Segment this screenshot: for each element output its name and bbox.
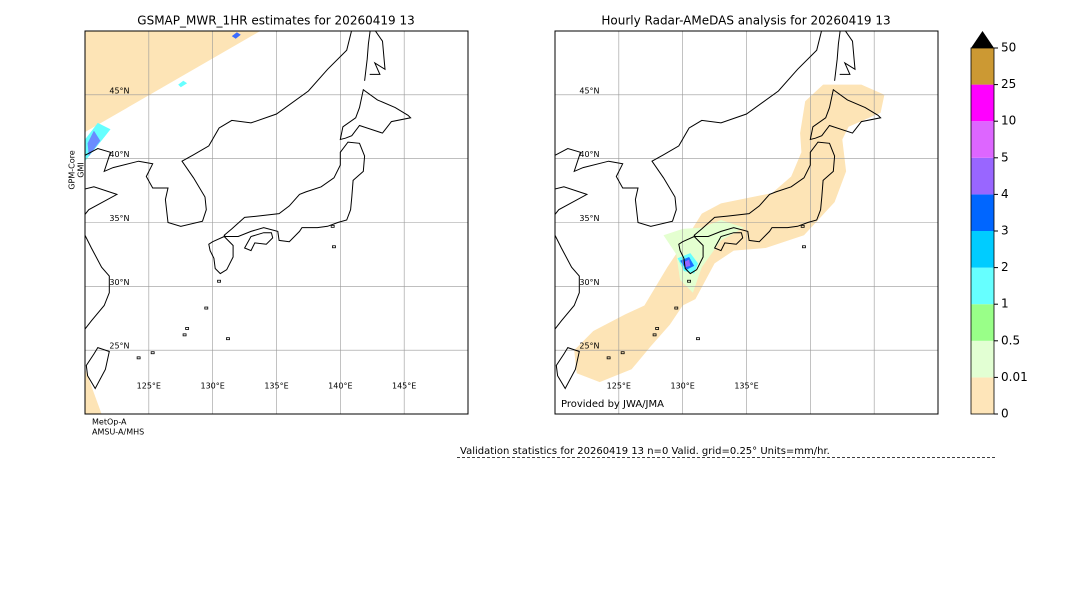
precip-area [85,368,102,414]
island [204,306,209,310]
lat-label: 40°N [109,150,129,159]
footer-label: AMSU-A/MHS [92,428,144,437]
side-label: GPM-Core [68,150,77,189]
right-frame [554,30,939,415]
precip-area [85,31,261,133]
colorbar-label: 0 [1001,407,1009,421]
precip-area [87,130,101,157]
side-label: GMI [77,162,86,177]
credit: Provided by JWA/JMA [561,399,664,410]
island [185,327,190,330]
island [136,356,141,360]
lon-label: 135°E [734,382,758,391]
island [652,333,657,337]
coastline [208,235,234,275]
lat-label: 45°N [579,86,599,95]
colorbar-label: 0.01 [1001,370,1028,384]
precip-area [683,259,691,268]
precip-area [663,220,744,293]
coastline [693,141,836,243]
coastline [809,88,882,141]
lon-label: 135°E [264,382,288,391]
left-frame [84,30,469,415]
colorbar-segment [971,194,994,231]
footer-label: MetOp-A [92,418,127,427]
left-map [85,31,468,414]
colorbar-segment [971,377,994,414]
lat-label: 25°N [579,342,599,351]
colorbar-segment [971,121,994,158]
island [696,337,700,341]
island [226,337,230,341]
colorbar-label: 1 [1001,297,1009,311]
colorbar-label: 50 [1001,41,1016,55]
lon-label: 145°E [392,382,416,391]
right-map [555,31,938,414]
island [687,279,691,283]
coastline [555,346,580,390]
colorbar-extend [971,31,994,48]
lat-label: 35°N [579,214,599,223]
precip-area [231,32,241,39]
island [217,279,221,283]
colorbar-segment [971,84,994,122]
coastline [834,31,856,81]
lat-label: 30°N [109,278,129,287]
colorbar-label: 25 [1001,77,1016,91]
colorbar-segment [971,340,994,378]
right-title: Hourly Radar-AMeDAS analysis for 2026041… [601,14,890,28]
colorbar-segment [971,267,994,305]
lat-label: 35°N [109,214,129,223]
lat-label: 45°N [109,86,129,95]
colorbar-label: 2 [1001,260,1009,274]
island [332,245,336,249]
island [182,333,187,337]
lon-label: 140°E [328,382,352,391]
colorbar-segment [971,157,994,195]
left-title: GSMAP_MWR_1HR estimates for 20260419 13 [137,14,414,28]
colorbar-label: 5 [1001,150,1009,164]
coastline [364,31,386,81]
coastline [85,346,110,390]
validation-text: Validation statistics for 20260419 13 n=… [460,446,830,457]
lon-label: 130°E [671,382,695,391]
colorbar-label: 0.5 [1001,333,1020,347]
coastline [243,232,274,252]
island [674,306,679,310]
coastline [555,186,589,330]
colorbar-segment [971,48,994,85]
coastline [678,235,704,275]
coastline [223,141,366,243]
precip-area [178,80,188,88]
colorbar-label: 4 [1001,187,1009,201]
island [800,224,805,228]
lon-label: 125°E [607,382,631,391]
lat-label: 30°N [579,278,599,287]
island [802,245,806,249]
island [606,356,611,360]
lat-label: 25°N [109,342,129,351]
island [655,327,660,330]
colorbar: 0 0.01 0.5 1 2 3 4 5 10 25 50 [970,31,1028,421]
island [330,224,335,228]
colorbar-segment [971,231,994,268]
colorbar-label: 10 [1001,114,1016,128]
coastline [85,186,119,330]
lon-label: 125°E [137,382,161,391]
island [620,351,625,355]
coastline [713,232,744,252]
coastline [85,31,353,227]
coastline [555,31,823,227]
coastline [339,88,412,141]
colorbar-segment [971,304,994,341]
colorbar-label: 3 [1001,224,1009,238]
lat-label: 40°N [579,150,599,159]
island [150,351,155,355]
lon-label: 130°E [201,382,225,391]
